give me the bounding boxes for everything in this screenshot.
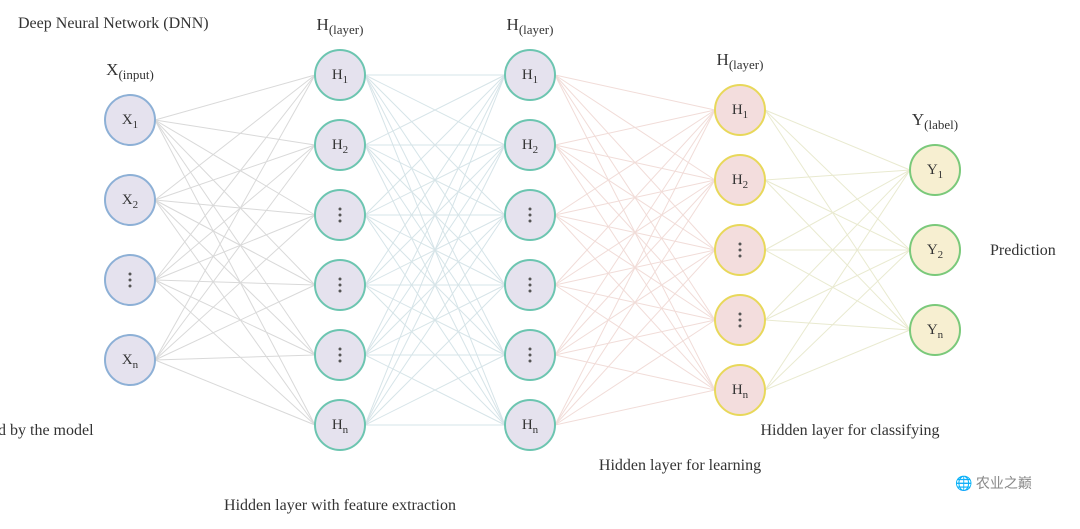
edge	[555, 110, 715, 355]
layer-caption-hidden1: Hidden layer with feature extraction	[224, 497, 456, 514]
edge	[155, 280, 315, 425]
edge	[765, 250, 910, 390]
layer-title-hidden2: H(layer)	[507, 15, 554, 37]
edge	[765, 250, 910, 330]
edge	[765, 170, 910, 250]
edge	[555, 320, 715, 425]
edge	[555, 390, 715, 425]
edge	[555, 110, 715, 425]
edge	[765, 110, 910, 170]
layer-title-input: X(input)	[106, 60, 154, 82]
layer-title-output: Y(label)	[912, 110, 958, 132]
layer-hidden1: H(layer)H1H2HnHidden layer with feature …	[224, 15, 456, 514]
edge	[555, 180, 715, 425]
layer-caption-output: Hidden layer for classifying	[760, 422, 939, 439]
edge	[155, 145, 315, 200]
edge	[155, 215, 315, 280]
layer-hidden2: H(layer)H1H2Hn	[505, 15, 555, 450]
edge	[155, 200, 315, 425]
edge	[765, 110, 910, 250]
edge	[765, 320, 910, 330]
edge	[765, 170, 910, 180]
watermark: 🌐 农业之巅	[955, 475, 1032, 492]
layer-title-hidden1: H(layer)	[317, 15, 364, 37]
edge	[555, 110, 715, 215]
edge	[155, 280, 315, 285]
edge	[155, 75, 315, 120]
layer-input: X(input)X1X2XnData used by the model	[0, 60, 155, 439]
edge	[765, 330, 910, 390]
edge	[155, 75, 315, 200]
edge	[155, 355, 315, 360]
dnn-diagram: X(input)X1X2XnData used by the model H(la…	[0, 0, 1080, 529]
edge	[155, 285, 315, 360]
edge	[155, 120, 315, 215]
edge	[155, 120, 315, 145]
edge	[555, 75, 715, 110]
edge	[155, 200, 315, 355]
edge	[555, 110, 715, 145]
layer-title-hidden3: H(layer)	[717, 50, 764, 72]
edge	[555, 110, 715, 285]
layer-output: Y(label)Y1Y2YnHidden layer for classifyi…	[760, 110, 1055, 439]
layer-caption-input: Data used by the model	[0, 422, 94, 439]
edge	[155, 360, 315, 425]
edge	[155, 120, 315, 355]
layer-caption-hidden3: Hidden layer for learning	[599, 457, 761, 474]
prediction-label: Prediction	[990, 242, 1056, 259]
diagram-title: Deep Neural Network (DNN)	[18, 15, 209, 32]
edge	[765, 180, 910, 250]
edge	[555, 250, 715, 425]
edge	[765, 250, 910, 320]
